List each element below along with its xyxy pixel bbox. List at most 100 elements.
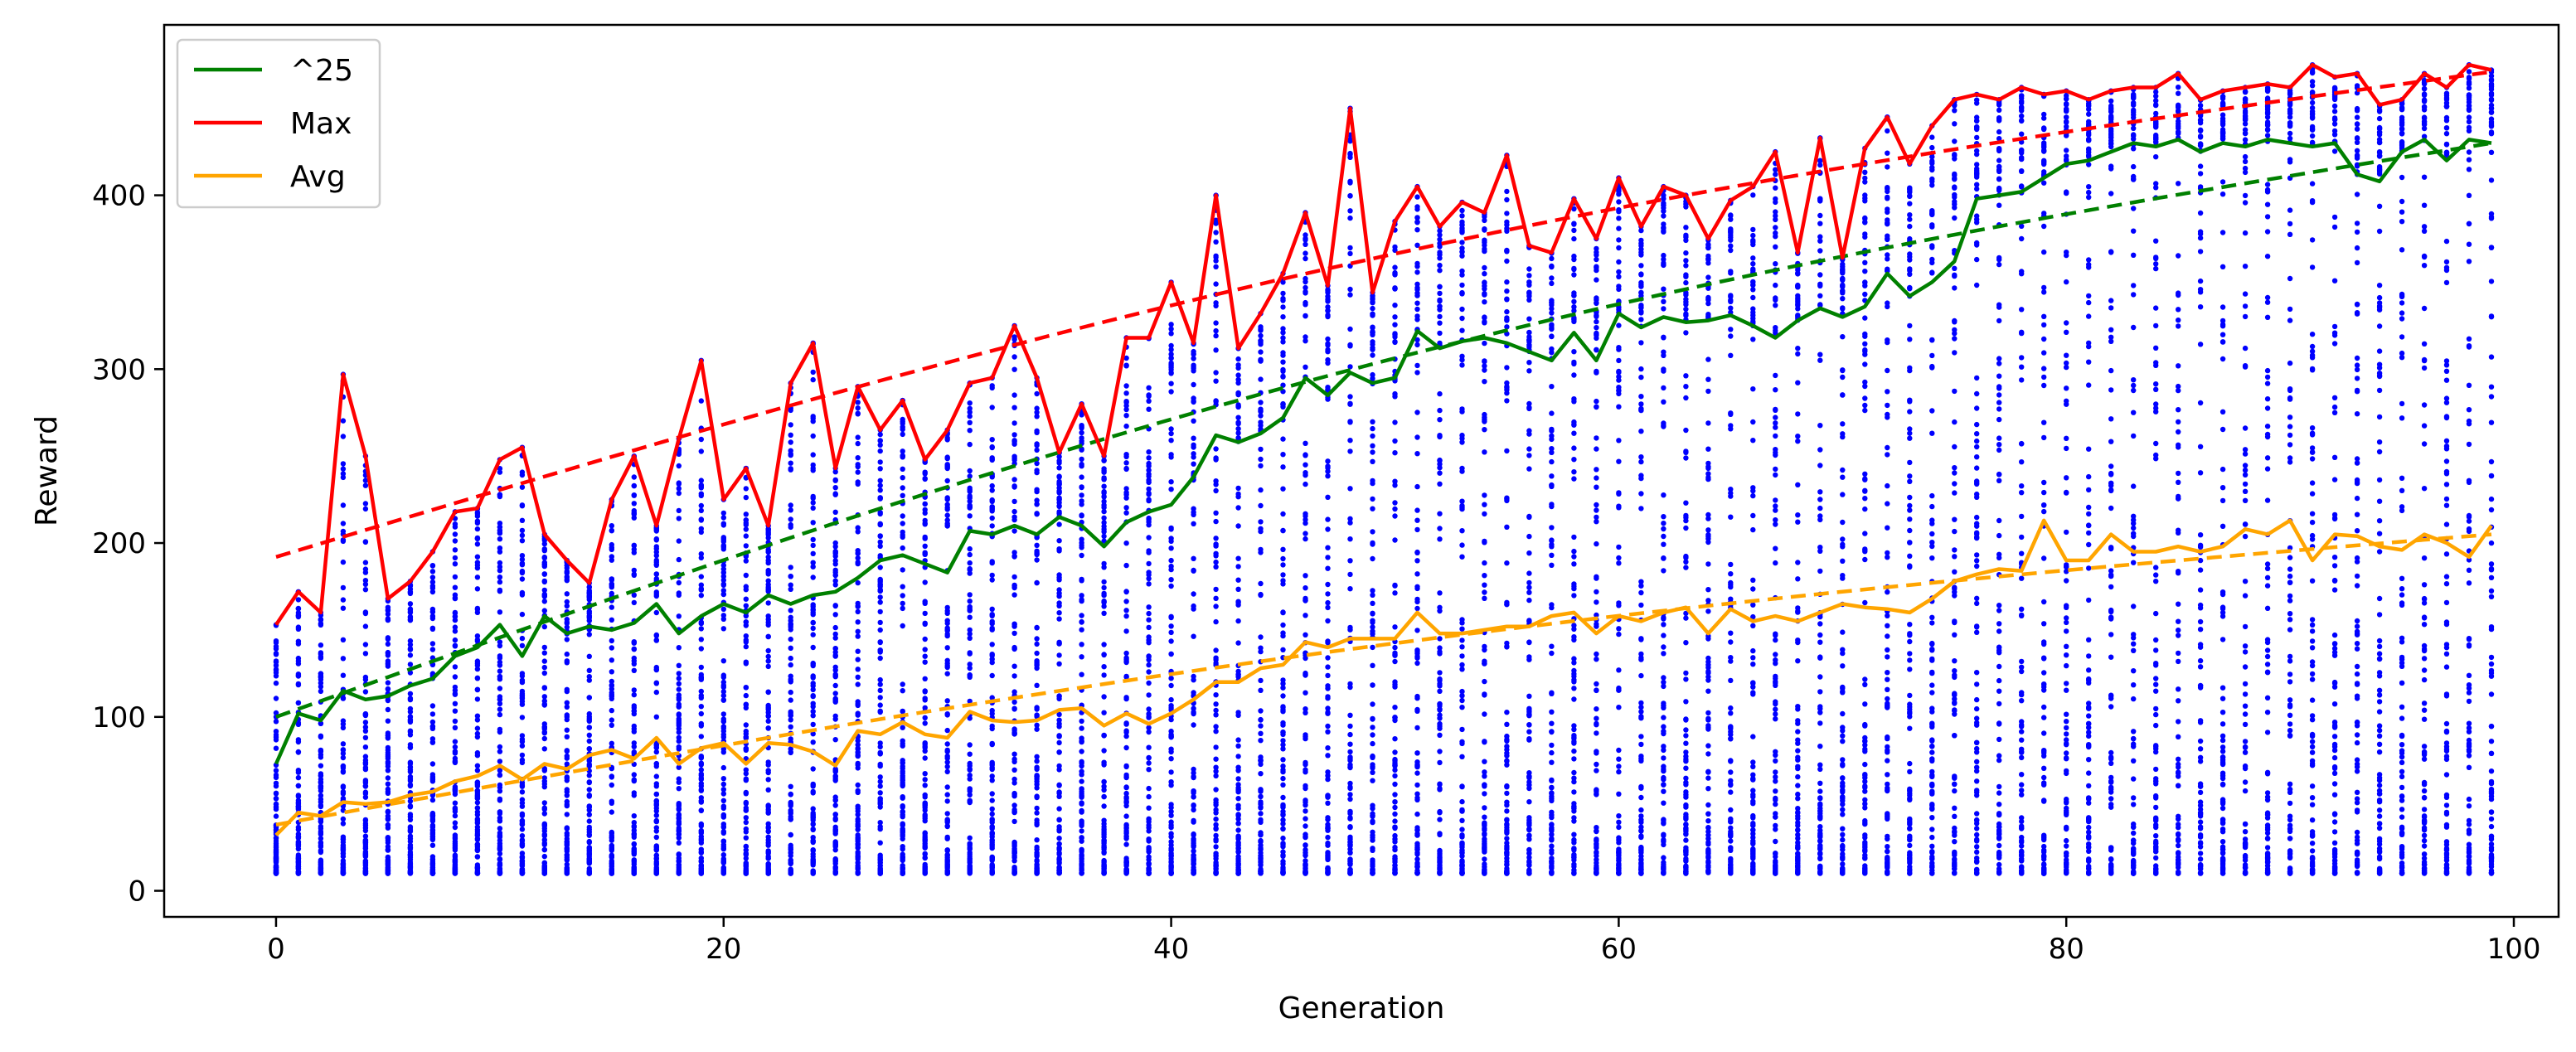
scatter-point <box>1325 360 1331 366</box>
scatter-point <box>720 822 726 827</box>
scatter-point <box>1079 492 1084 498</box>
scatter-point <box>609 554 614 560</box>
scatter-point <box>765 600 771 606</box>
scatter-point <box>1079 788 1084 795</box>
scatter-point <box>564 660 570 666</box>
scatter-point <box>340 434 347 439</box>
scatter-point <box>429 574 436 580</box>
scatter-point <box>1370 818 1375 824</box>
scatter-point <box>698 436 704 443</box>
scatter-point <box>1370 352 1375 358</box>
scatter-point <box>900 777 905 783</box>
scatter-point <box>1123 486 1129 492</box>
scatter-point <box>810 376 816 383</box>
scatter-point <box>1034 793 1040 799</box>
scatter-point <box>989 606 995 612</box>
scatter-point <box>765 647 771 654</box>
scatter-point <box>832 767 838 773</box>
scatter-point <box>877 539 883 545</box>
scatter-point <box>1146 406 1152 412</box>
scatter-point <box>474 820 481 827</box>
scatter-point <box>1123 813 1129 819</box>
scatter-point <box>452 812 458 819</box>
scatter-point <box>407 718 414 724</box>
scatter-point <box>1146 640 1152 646</box>
scatter-point <box>1079 838 1084 844</box>
scatter-point <box>810 505 816 511</box>
scatter-point <box>810 644 816 651</box>
scatter-point <box>385 718 391 724</box>
scatter-point <box>452 642 458 648</box>
scatter-point <box>631 567 637 574</box>
scatter-point <box>877 565 883 570</box>
scatter-point <box>855 405 861 411</box>
scatter-point <box>1146 817 1152 822</box>
scatter-point <box>989 707 995 714</box>
scatter-point <box>788 809 793 815</box>
scatter-point <box>1235 356 1241 362</box>
scatter-point <box>944 627 950 633</box>
scatter-point <box>609 545 614 550</box>
scatter-point <box>1191 435 1196 441</box>
scatter-point <box>1034 447 1040 453</box>
scatter-point <box>1011 432 1017 438</box>
scatter-point <box>1079 725 1084 731</box>
scatter-point <box>832 631 838 638</box>
scatter-point <box>877 511 883 517</box>
scatter-point <box>564 748 570 754</box>
scatter-point <box>1146 767 1152 773</box>
scatter-point <box>474 730 481 737</box>
scatter-point <box>1325 815 1331 821</box>
scatter-point <box>1303 573 1308 579</box>
scatter-point <box>1235 555 1241 561</box>
scatter-point <box>318 684 324 690</box>
scatter-point <box>407 638 414 644</box>
scatter-point <box>967 773 973 778</box>
scatter-point <box>1168 361 1174 367</box>
scatter-point <box>989 837 995 843</box>
scatter-point <box>1213 826 1219 831</box>
scatter-point <box>676 840 682 846</box>
scatter-point <box>609 645 614 651</box>
scatter-point <box>877 608 883 615</box>
scatter-point <box>631 572 637 578</box>
scatter-point <box>407 691 414 696</box>
scatter-point <box>1056 749 1062 755</box>
scatter-point <box>497 560 503 566</box>
scatter-point <box>1034 870 1040 876</box>
scatter-point <box>1056 465 1062 471</box>
scatter-point <box>810 839 816 846</box>
scatter-point <box>1303 338 1308 344</box>
scatter-point <box>407 647 414 652</box>
scatter-point <box>452 637 458 643</box>
scatter-point <box>586 653 592 659</box>
scatter-point <box>877 619 883 626</box>
scatter-point <box>720 522 726 528</box>
scatter-point <box>1168 351 1174 357</box>
scatter-point <box>1280 841 1286 847</box>
scatter-point <box>497 549 503 555</box>
scatter-point <box>1101 783 1107 789</box>
scatter-point <box>1034 650 1040 657</box>
scatter-point <box>720 574 726 579</box>
scatter-point <box>743 517 749 523</box>
scatter-point <box>1079 856 1084 861</box>
scatter-point <box>1303 734 1308 739</box>
scatter-point <box>273 745 279 751</box>
scatter-point <box>944 811 950 817</box>
scatter-point <box>564 755 570 761</box>
scatter-point <box>1303 762 1308 768</box>
scatter-point <box>1325 664 1331 670</box>
scatter-point <box>1168 749 1174 755</box>
scatter-point <box>832 478 838 483</box>
scatter-point <box>631 841 637 847</box>
scatter-point <box>743 572 749 579</box>
scatter-point <box>855 782 861 788</box>
scatter-point <box>788 846 793 853</box>
scatter-point <box>362 853 369 859</box>
scatter-point <box>900 725 905 730</box>
scatter-point <box>1347 571 1353 578</box>
scatter-point <box>788 432 793 438</box>
scatter-point <box>1303 536 1308 542</box>
